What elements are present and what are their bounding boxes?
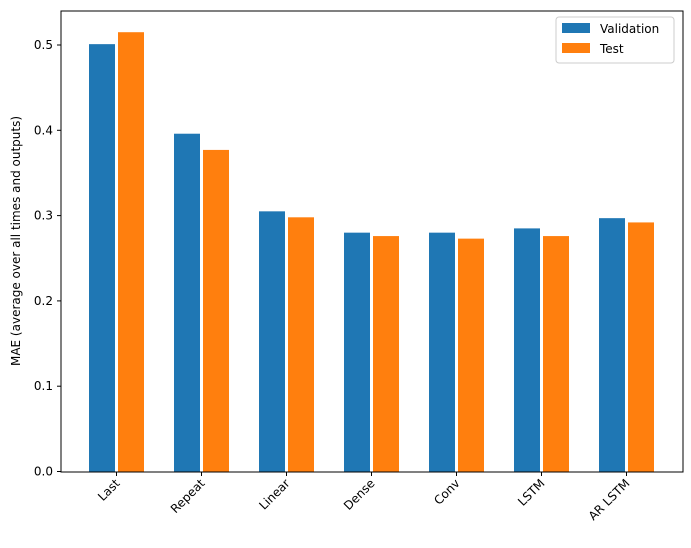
x-tick-label: Dense bbox=[341, 476, 378, 513]
y-axis: 0.0 0.1 0.2 0.3 0.4 0.5 bbox=[34, 38, 61, 479]
legend-label-test: Test bbox=[599, 42, 624, 56]
bar-test-repeat bbox=[203, 149, 229, 472]
bar-validation-conv bbox=[429, 232, 455, 472]
bar-test-lstm bbox=[543, 236, 569, 472]
y-tick-label: 0.1 bbox=[34, 379, 53, 393]
bar-validation-ar-lstm bbox=[599, 218, 625, 472]
legend-swatch-validation bbox=[562, 23, 590, 33]
x-tick-label: AR LSTM bbox=[586, 476, 633, 523]
bar-validation-repeat bbox=[174, 133, 200, 472]
bar-test-dense bbox=[373, 236, 399, 472]
legend-label-validation: Validation bbox=[600, 22, 659, 36]
bar-validation-lstm bbox=[514, 228, 540, 472]
bar-test-ar-lstm bbox=[628, 222, 654, 472]
x-tick-label: Repeat bbox=[168, 476, 208, 516]
y-tick-label: 0.2 bbox=[34, 294, 53, 308]
plot-frame bbox=[60, 10, 684, 473]
bar-validation-linear bbox=[259, 211, 285, 472]
y-tick-label: 0.3 bbox=[34, 209, 53, 223]
legend: Validation Test bbox=[555, 16, 675, 64]
bar-test-last bbox=[118, 32, 144, 472]
legend-swatch-test bbox=[562, 43, 590, 53]
x-tick-label: Conv bbox=[431, 476, 462, 507]
y-tick-label: 0.0 bbox=[34, 465, 53, 479]
x-axis: Last Repeat Linear Dense Conv LSTM AR LSTM bbox=[95, 472, 633, 523]
y-tick-label: 0.5 bbox=[34, 38, 53, 52]
bar-test-conv bbox=[458, 238, 484, 472]
x-tick-label: Last bbox=[95, 476, 123, 504]
bar-validation-last bbox=[89, 44, 115, 472]
x-tick-label: Linear bbox=[256, 476, 292, 512]
bar-validation-dense bbox=[344, 232, 370, 472]
x-tick-label: LSTM bbox=[515, 476, 548, 509]
y-axis-label: MAE (average over all times and outputs) bbox=[9, 116, 23, 366]
bar-test-linear bbox=[288, 217, 314, 472]
y-tick-label: 0.4 bbox=[34, 123, 53, 137]
bars bbox=[89, 32, 654, 472]
